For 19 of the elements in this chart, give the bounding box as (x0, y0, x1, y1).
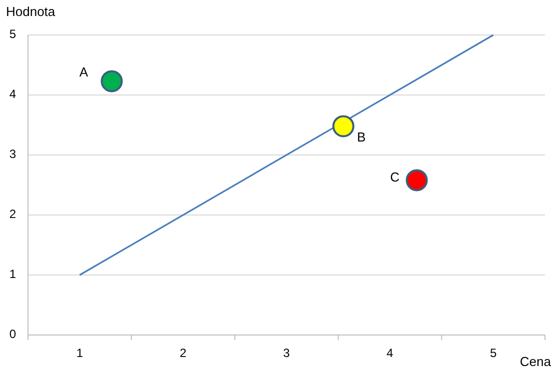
y-tick-label: 4 (9, 87, 16, 102)
x-tick-label: 4 (386, 346, 394, 360)
x-axis-title: Cena (520, 354, 552, 369)
point (100, 70, 123, 92)
y-tick-label: 5 (9, 27, 16, 42)
point (332, 115, 354, 138)
x-tick-label: 1 (76, 346, 84, 360)
y-tick-label: 3 (9, 147, 16, 162)
y-axis-title: Hodnota (6, 4, 56, 19)
y-tick-label: 0 (9, 327, 16, 342)
x-tick-label: 2 (180, 346, 187, 360)
y-tick-label: 1 (9, 267, 16, 282)
y-tick-label: 2 (9, 207, 16, 222)
series-label: B (357, 130, 366, 145)
x-tick-label: 5 (490, 346, 497, 360)
point (406, 169, 428, 192)
series-label: C (390, 170, 400, 185)
x-tick-label: 3 (283, 346, 290, 360)
series-label: A (79, 64, 88, 80)
